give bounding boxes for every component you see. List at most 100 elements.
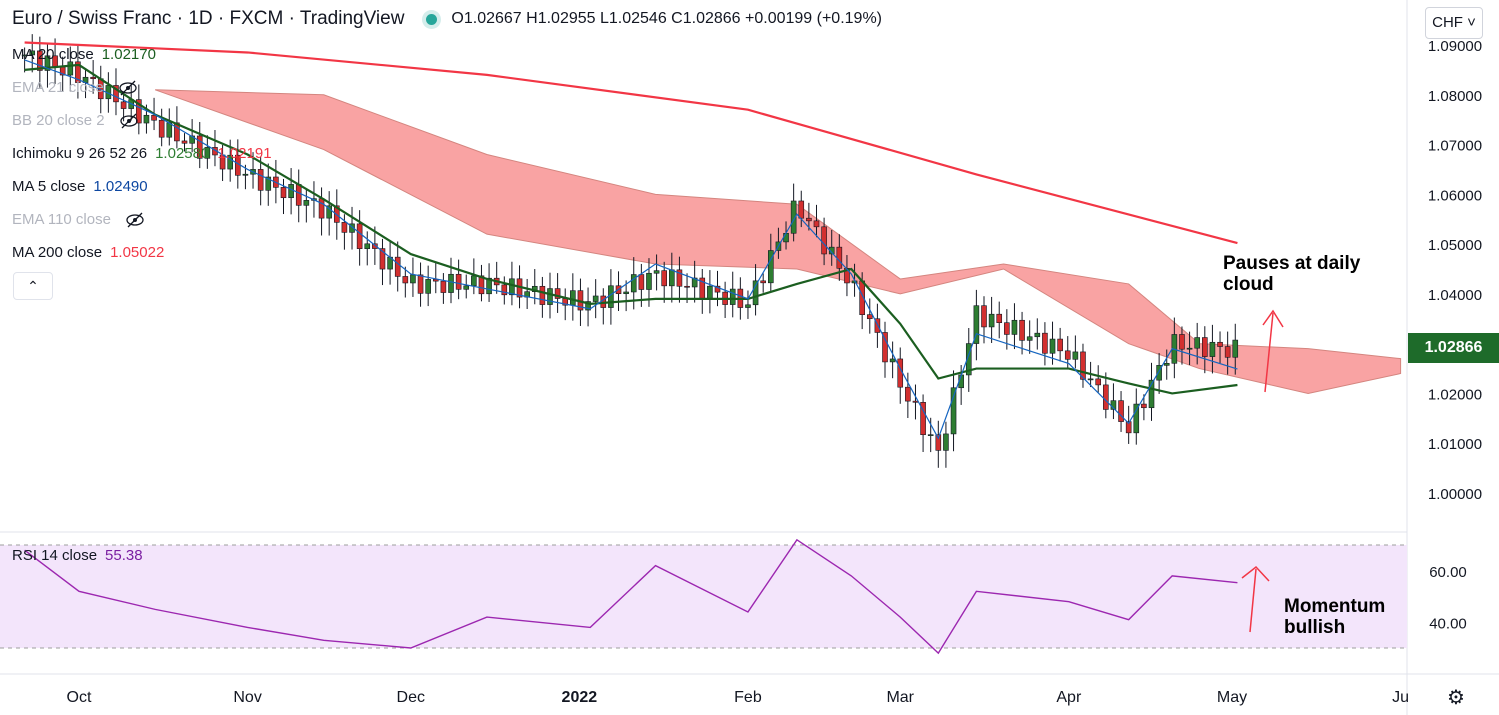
candle bbox=[821, 217, 827, 266]
candle bbox=[882, 321, 888, 378]
candle bbox=[539, 276, 546, 318]
candle bbox=[905, 372, 911, 419]
candle bbox=[1232, 323, 1239, 375]
symbol-title[interactable]: Euro / Swiss Franc · 1D · FXCM · Trading… bbox=[12, 8, 405, 29]
legend-ma20-value: 1.02170 bbox=[101, 46, 156, 63]
candle bbox=[585, 287, 591, 327]
currency-button[interactable]: CHF ˅ bbox=[1425, 7, 1483, 39]
candle bbox=[866, 298, 873, 334]
ma5-line bbox=[24, 59, 1238, 440]
candle bbox=[1133, 388, 1140, 445]
candle bbox=[295, 169, 302, 223]
time-tick-label: Oct bbox=[67, 689, 92, 706]
candle bbox=[463, 274, 470, 299]
time-tick-label: Mar bbox=[886, 689, 914, 706]
candle bbox=[425, 265, 431, 307]
candle bbox=[501, 276, 508, 305]
axes: 1.09000 1.08000 1.07000 1.06000 1.05000 1.040… bbox=[67, 38, 1483, 706]
candle bbox=[790, 183, 797, 242]
eye-crossed-icon[interactable] bbox=[125, 212, 145, 228]
candle bbox=[379, 238, 386, 286]
candle bbox=[920, 394, 926, 452]
price-tick-label: 1.09000 bbox=[1428, 38, 1482, 55]
candle bbox=[653, 254, 660, 291]
candle bbox=[927, 417, 934, 453]
candle bbox=[623, 280, 629, 312]
candle bbox=[1148, 362, 1155, 421]
legend-bb20[interactable]: BB 20 close 2 bbox=[12, 112, 139, 129]
candle bbox=[75, 45, 81, 99]
price-tick-label: 1.01000 bbox=[1428, 436, 1482, 453]
candle bbox=[29, 34, 36, 73]
candle bbox=[600, 288, 607, 325]
candle bbox=[547, 272, 553, 319]
eye-crossed-icon[interactable] bbox=[119, 113, 139, 129]
chevron-up-icon: ⌃ bbox=[27, 278, 39, 294]
candle bbox=[257, 156, 264, 206]
candle bbox=[608, 269, 614, 325]
candle bbox=[44, 43, 51, 88]
candle bbox=[1011, 303, 1018, 350]
eye-crossed-icon[interactable] bbox=[118, 80, 138, 96]
candle bbox=[158, 108, 165, 147]
candle bbox=[813, 204, 820, 238]
candle bbox=[280, 178, 287, 215]
chart-header: Euro / Swiss Franc · 1D · FXCM · Trading… bbox=[12, 8, 882, 30]
candle bbox=[661, 261, 668, 303]
ohlc-readout: O1.02667 H1.02955 L1.02546 C1.02866 +0.0… bbox=[451, 10, 882, 27]
legend-rsi[interactable]: RSI 14 close 55.38 bbox=[12, 547, 143, 564]
rsi-annotation: Momentum bullish bbox=[1284, 596, 1386, 638]
candle bbox=[1179, 326, 1185, 365]
candle bbox=[493, 261, 500, 294]
candle bbox=[402, 266, 409, 298]
candle bbox=[440, 273, 447, 304]
candle bbox=[136, 84, 142, 135]
candle bbox=[356, 210, 363, 266]
candle bbox=[478, 264, 485, 302]
candle bbox=[387, 241, 393, 285]
candle bbox=[844, 255, 850, 297]
candle bbox=[1095, 365, 1102, 393]
chevron-down-icon: ˅ bbox=[1467, 14, 1476, 31]
candle bbox=[181, 133, 188, 152]
price-tick-label: 1.06000 bbox=[1428, 187, 1482, 204]
legend-ma200[interactable]: MA 200 close 1.05022 bbox=[12, 244, 165, 261]
candle bbox=[988, 296, 995, 343]
candle bbox=[1194, 322, 1200, 365]
candle bbox=[935, 420, 942, 468]
price-arrowhead-icon bbox=[1262, 309, 1284, 328]
rsi-panel bbox=[0, 538, 1407, 655]
candle bbox=[318, 187, 325, 236]
candle bbox=[265, 163, 272, 206]
legend-ema21[interactable]: EMA 21 close bbox=[12, 79, 138, 96]
price-annotation: Pauses at daily cloud bbox=[1223, 253, 1361, 295]
price-tick-label: 1.05000 bbox=[1428, 237, 1482, 254]
candle bbox=[455, 259, 462, 300]
candle bbox=[113, 68, 119, 116]
candle bbox=[1110, 383, 1117, 420]
candle bbox=[676, 256, 683, 303]
candle bbox=[912, 384, 919, 420]
candle bbox=[1080, 343, 1086, 388]
legend-ma20[interactable]: MA 20 close 1.02170 bbox=[12, 46, 156, 63]
rsi-arrowhead-icon bbox=[1241, 565, 1270, 582]
candle bbox=[67, 46, 74, 92]
legend-ema110[interactable]: EMA 110 close bbox=[12, 211, 145, 228]
candle bbox=[1019, 311, 1025, 355]
gear-icon[interactable]: ⚙ bbox=[1447, 687, 1465, 709]
price-tick-label: 1.04000 bbox=[1428, 287, 1482, 304]
candle bbox=[1163, 349, 1170, 380]
candle bbox=[897, 347, 904, 404]
candle bbox=[889, 341, 896, 379]
candle bbox=[1072, 335, 1079, 369]
candle bbox=[364, 231, 371, 266]
time-tick-label: 2022 bbox=[562, 689, 598, 706]
candle bbox=[1034, 318, 1041, 350]
legend-ma5[interactable]: MA 5 close 1.02490 bbox=[12, 178, 148, 195]
candle bbox=[448, 257, 454, 304]
legend-ichimoku[interactable]: Ichimoku 9 26 52 26 1.02580 1.02191 bbox=[12, 145, 272, 162]
candle bbox=[996, 301, 1003, 339]
collapse-legend-button[interactable]: ⌃ bbox=[13, 272, 53, 300]
candle bbox=[410, 257, 416, 297]
